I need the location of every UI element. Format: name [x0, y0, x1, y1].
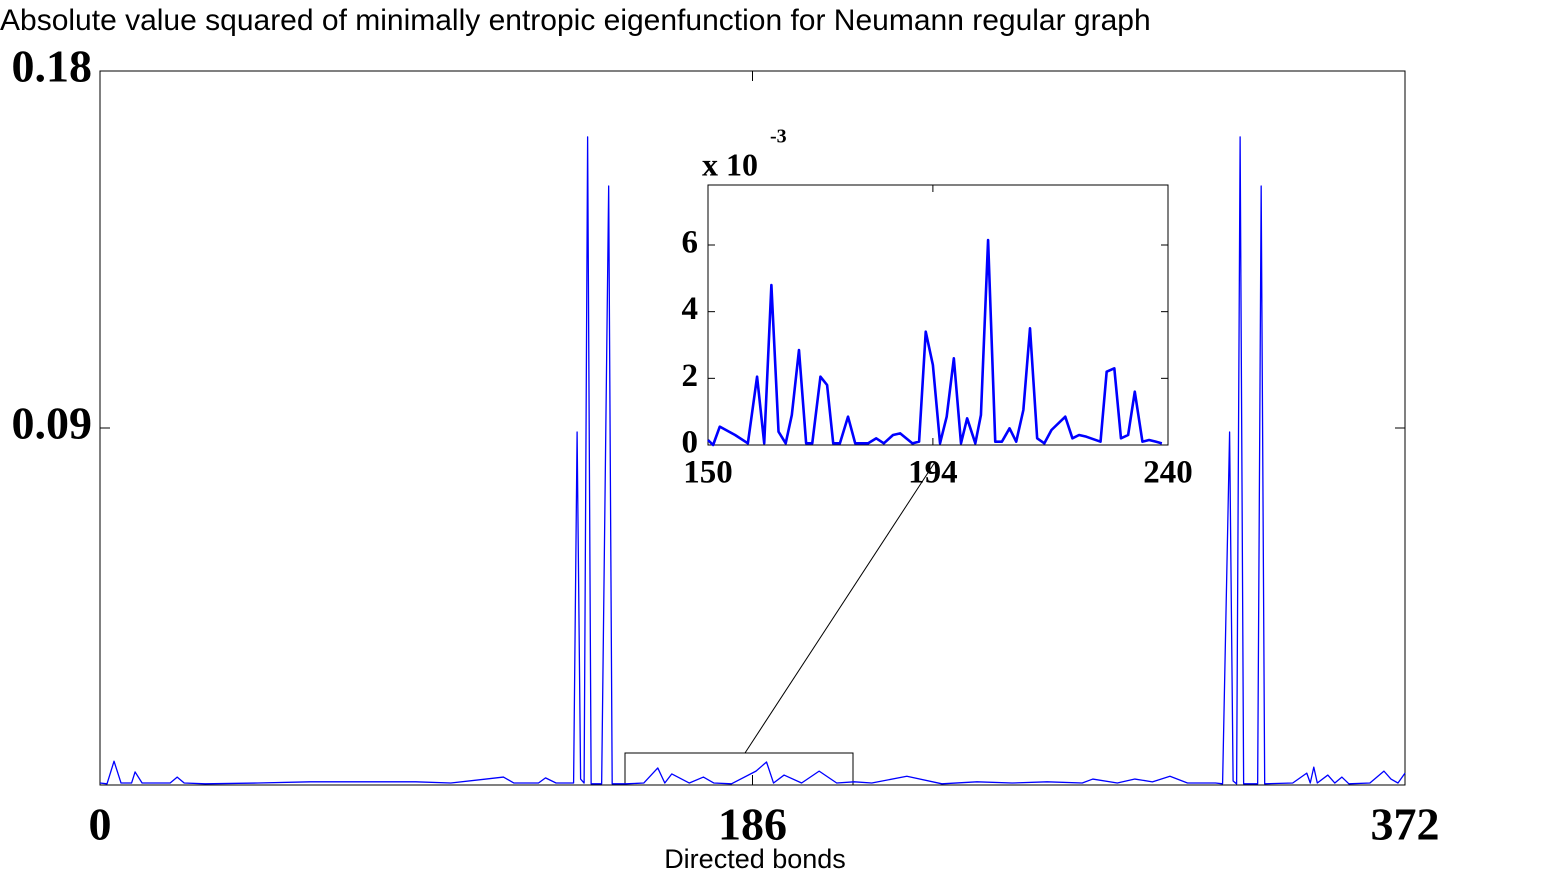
zoom-connector: [744, 461, 936, 754]
y-tick-label: 6: [682, 225, 699, 261]
chart-title: Absolute value squared of minimally entr…: [0, 4, 1151, 37]
x-tick-label: 372: [1371, 799, 1440, 850]
zoom-region: [624, 752, 854, 786]
y-tick-label: 4: [682, 291, 699, 327]
x-tick-label: 194: [908, 455, 958, 491]
x-tick-label: 0: [89, 799, 112, 850]
y-tick-label: 2: [682, 358, 699, 394]
y-tick-label: 0.09: [12, 398, 93, 449]
inset-plot-frame: [707, 184, 1169, 446]
x-tick-label: 186: [718, 799, 787, 850]
y-tick-label: 0: [682, 425, 699, 461]
x-tick-label: 240: [1143, 455, 1193, 491]
x-tick-label: 150: [683, 455, 733, 491]
inset-exponent-power: -3: [770, 126, 787, 148]
data-line: [99, 136, 1406, 785]
x-axis-label: Directed bonds: [664, 844, 846, 874]
data-line: [707, 238, 1163, 447]
inset-exponent-label: x 10: [702, 146, 758, 182]
y-tick-label: 0.18: [12, 41, 93, 92]
